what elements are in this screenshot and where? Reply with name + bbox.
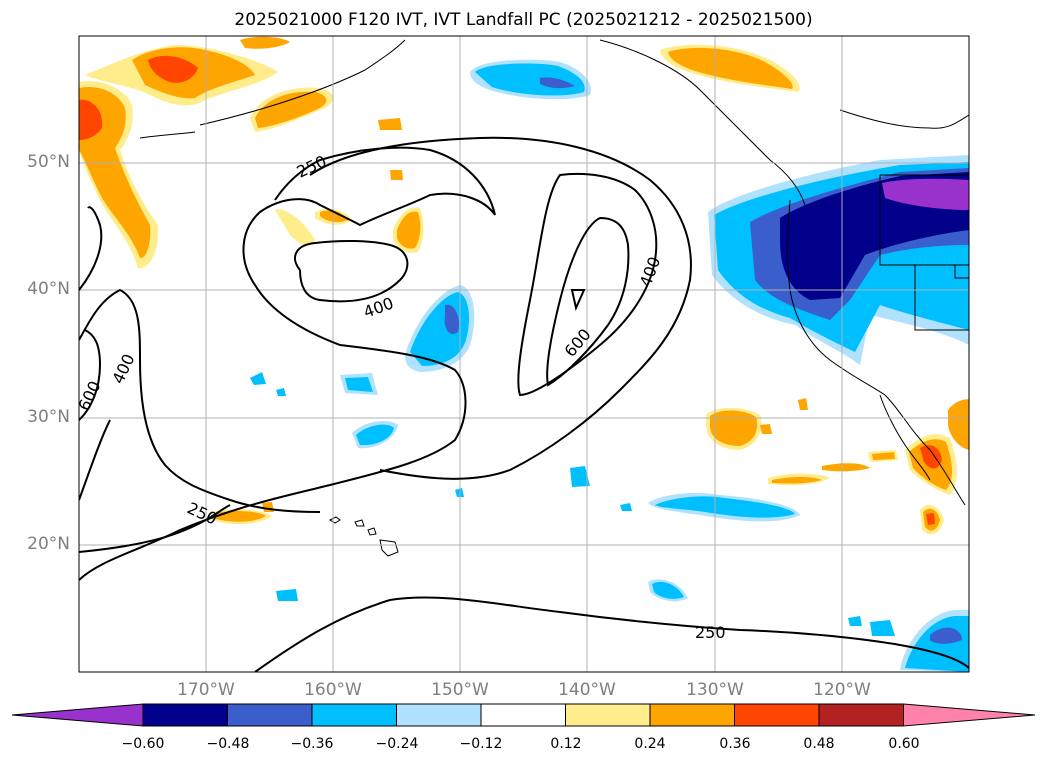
colorbar-tick: −0.36 — [290, 736, 334, 752]
colorbar-tick: −0.48 — [206, 736, 250, 752]
ivt-contour-600-inner — [517, 172, 658, 397]
map-frame — [78, 35, 970, 673]
ivt-contour-400 — [294, 239, 409, 303]
colorbar-tick: 0.60 — [888, 736, 920, 752]
ivt-contour-250-north — [79, 136, 692, 581]
colorbar-tick: 0.36 — [719, 736, 751, 752]
contour-label: 600 — [561, 325, 595, 361]
colorbar-swatch — [565, 703, 651, 727]
map-title: 2025021000 F120 IVT, IVT Landfall PC (20… — [234, 10, 813, 30]
colorbar-tick: −0.24 — [375, 736, 419, 752]
lat-label: 40°N — [27, 279, 70, 299]
colorbar-swatch — [396, 703, 482, 727]
colorbar-tick: 0.24 — [634, 736, 666, 752]
lat-label: 30°N — [27, 407, 70, 427]
colorbar-tick: −0.12 — [459, 736, 503, 752]
negative-pc-fill — [250, 59, 969, 672]
colorbar-tick: −0.60 — [121, 736, 165, 752]
colorbar-tick: 0.48 — [803, 736, 835, 752]
colorbar-swatch — [311, 703, 397, 727]
colorbar-extend-max — [903, 703, 1036, 727]
colorbar-swatch — [649, 703, 735, 727]
colorbar-tick: 0.12 — [550, 736, 582, 752]
colorbar-swatch — [734, 703, 820, 727]
graticule — [79, 36, 969, 672]
ivt-contour-600-core — [546, 216, 630, 387]
ivt-contour-west-400b — [79, 419, 111, 501]
lat-label: 20°N — [27, 534, 70, 554]
ivt-contour-south-250 — [254, 596, 969, 672]
contour-label: 400 — [636, 254, 664, 289]
colorbar-swatch — [480, 703, 566, 727]
lon-label: 130°W — [686, 680, 744, 700]
lon-label: 170°W — [177, 680, 235, 700]
lat-label: 50°N — [27, 152, 70, 172]
ivt-contour-west-600 — [79, 329, 102, 421]
lon-label: 150°W — [431, 680, 489, 700]
colorbar-swatch — [227, 703, 313, 727]
lon-label: 160°W — [304, 680, 362, 700]
ivt-contour-250-south — [79, 504, 231, 553]
positive-pc-fill — [79, 36, 969, 535]
contour-label: 250 — [695, 623, 726, 642]
map-plot: 250 400 600 400 600 400 250 250 — [78, 35, 970, 673]
contour-label: 400 — [108, 351, 138, 387]
colorbar-swatch — [142, 703, 228, 727]
coastlines — [139, 39, 969, 557]
colorbar-extend-min — [11, 703, 144, 727]
ivt-contour-west-400 — [79, 288, 321, 513]
colorbar-swatch — [818, 703, 904, 727]
ivt-contour-west-outer — [79, 206, 103, 291]
contour-label: 250 — [184, 498, 220, 528]
ivt-contours — [79, 136, 969, 672]
contour-label: 250 — [294, 151, 330, 181]
lon-label: 120°W — [813, 680, 871, 700]
lon-label: 140°W — [558, 680, 616, 700]
